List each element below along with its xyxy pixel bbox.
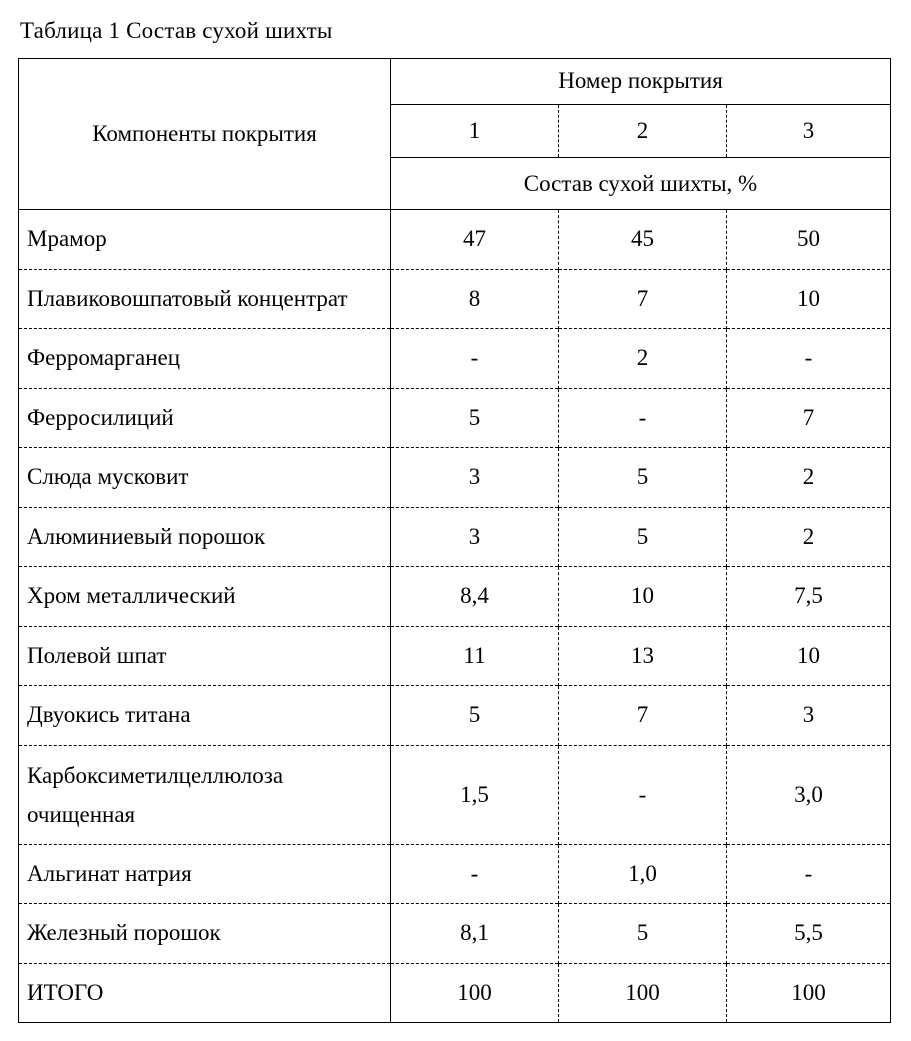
value-cell: 13: [559, 626, 727, 686]
component-name: Алюминиевый порошок: [19, 507, 391, 567]
value-cell: 3,0: [727, 745, 891, 844]
value-cell: 5: [391, 388, 559, 448]
value-cell: 10: [559, 567, 727, 627]
value-cell: 7,5: [727, 567, 891, 627]
value-cell: 8,4: [391, 567, 559, 627]
component-name: Полевой шпат: [19, 626, 391, 686]
value-cell: 3: [727, 686, 891, 746]
header-col-1: 1: [391, 104, 559, 158]
table-caption: Таблица 1 Состав сухой шихты: [20, 18, 893, 44]
value-cell: 5: [559, 904, 727, 964]
value-cell: 7: [559, 269, 727, 329]
value-cell: 45: [559, 210, 727, 270]
table-row: Железный порошок8,155,5: [19, 904, 891, 964]
component-name: Железный порошок: [19, 904, 391, 964]
table-row: Альгинат натрия-1,0-: [19, 844, 891, 904]
value-cell: 3: [391, 448, 559, 508]
value-cell: 100: [727, 963, 891, 1023]
table-body: Мрамор474550Плавиковошпатовый концентрат…: [19, 210, 891, 1023]
table-row: Полевой шпат111310: [19, 626, 891, 686]
table-row: Алюминиевый порошок352: [19, 507, 891, 567]
table-row: Ферромарганец-2-: [19, 329, 891, 389]
value-cell: 5,5: [727, 904, 891, 964]
value-cell: 10: [727, 626, 891, 686]
component-name: Плавиковошпатовый концентрат: [19, 269, 391, 329]
component-name: Альгинат натрия: [19, 844, 391, 904]
component-name: Ферросилиций: [19, 388, 391, 448]
header-col-2: 2: [559, 104, 727, 158]
component-name: Слюда мусковит: [19, 448, 391, 508]
table-row: Ферросилиций5-7: [19, 388, 891, 448]
value-cell: 1,5: [391, 745, 559, 844]
value-cell: 100: [559, 963, 727, 1023]
value-cell: 2: [727, 507, 891, 567]
value-cell: 47: [391, 210, 559, 270]
value-cell: 8,1: [391, 904, 559, 964]
component-name: ИТОГО: [19, 963, 391, 1023]
header-subhead: Состав сухой шихты, %: [391, 158, 891, 210]
value-cell: -: [727, 844, 891, 904]
composition-table: Компоненты покрытия Номер покрытия 1 2 3…: [18, 58, 891, 1023]
value-cell: 7: [727, 388, 891, 448]
value-cell: 50: [727, 210, 891, 270]
header-group: Номер покрытия: [391, 59, 891, 105]
component-name: Карбоксиметилцеллюлозаочищенная: [19, 745, 391, 844]
component-name: Двуокись титана: [19, 686, 391, 746]
value-cell: -: [391, 844, 559, 904]
value-cell: 8: [391, 269, 559, 329]
value-cell: 5: [391, 686, 559, 746]
value-cell: -: [727, 329, 891, 389]
table-row: Слюда мусковит352: [19, 448, 891, 508]
value-cell: 2: [727, 448, 891, 508]
table-row: ИТОГО100100100: [19, 963, 891, 1023]
value-cell: 2: [559, 329, 727, 389]
value-cell: -: [559, 388, 727, 448]
table-row: Хром металлический8,4107,5: [19, 567, 891, 627]
table-row: Карбоксиметилцеллюлозаочищенная1,5-3,0: [19, 745, 891, 844]
header-components: Компоненты покрытия: [19, 59, 391, 210]
value-cell: 5: [559, 448, 727, 508]
value-cell: 7: [559, 686, 727, 746]
value-cell: 1,0: [559, 844, 727, 904]
value-cell: 5: [559, 507, 727, 567]
table-row: Двуокись титана573: [19, 686, 891, 746]
value-cell: 100: [391, 963, 559, 1023]
value-cell: -: [559, 745, 727, 844]
header-col-3: 3: [727, 104, 891, 158]
table-row: Плавиковошпатовый концентрат8710: [19, 269, 891, 329]
value-cell: 10: [727, 269, 891, 329]
value-cell: 11: [391, 626, 559, 686]
value-cell: -: [391, 329, 559, 389]
component-name: Мрамор: [19, 210, 391, 270]
table-row: Мрамор474550: [19, 210, 891, 270]
value-cell: 3: [391, 507, 559, 567]
component-name: Хром металлический: [19, 567, 391, 627]
component-name: Ферромарганец: [19, 329, 391, 389]
